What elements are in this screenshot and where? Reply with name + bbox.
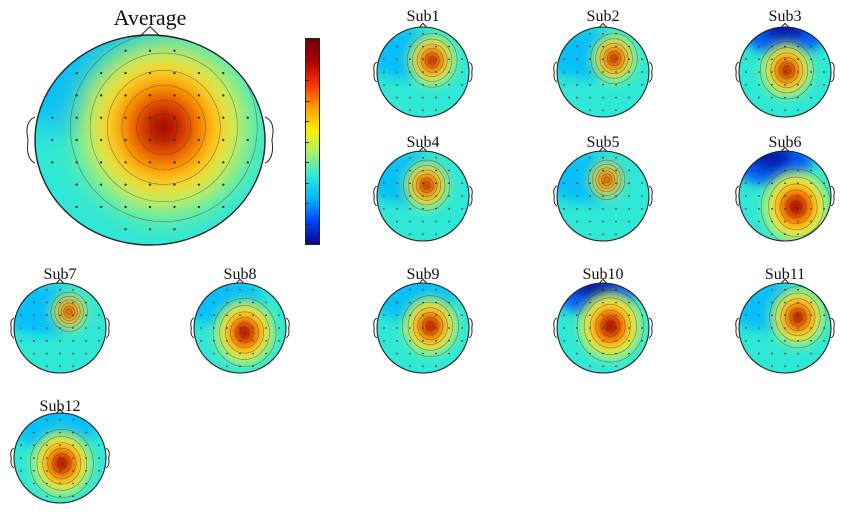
average-scalp-map [26,25,274,246]
sub9-title: Sub9 [406,266,440,283]
sub1-title: Sub1 [406,8,440,25]
colorbar-tick [306,59,309,61]
colorbar [305,38,320,245]
colorbar-tick [306,182,309,184]
sub3-title: Sub3 [768,8,802,25]
sub11-scalp-map [735,278,835,374]
sub9-scalp-map [373,278,473,374]
colorbar-tick [306,203,309,204]
average-title: Average [113,5,187,30]
sub12-scalp-map [10,408,110,504]
sub6-title: Sub6 [768,134,802,151]
sub5-scalp-map [553,146,653,242]
sub3-scalp-map [735,22,835,118]
sub2-scalp-map [553,22,653,118]
sub11-title: Sub11 [764,266,806,283]
sub4-title: Sub4 [406,134,440,151]
sub5-title: Sub5 [586,134,620,151]
sub6-scalp-map [735,146,835,242]
sub7-title: Sub7 [43,266,77,283]
colorbar-tick [306,100,309,102]
sub4-scalp-map [373,146,473,242]
sub12-title: Sub12 [39,398,81,415]
sub10-title: Sub10 [582,266,624,283]
colorbar-tick [306,141,309,143]
sub8-title: Sub8 [223,266,257,283]
colorbar-tick [306,162,309,163]
sub1-scalp-map [373,22,473,118]
colorbar-tick [306,121,309,122]
colorbar-tick [306,80,309,81]
sub2-title: Sub2 [586,8,620,25]
colorbar-tick [306,223,309,225]
sub8-scalp-map [190,278,290,374]
sub10-scalp-map [553,278,653,374]
sub7-scalp-map [10,278,110,374]
